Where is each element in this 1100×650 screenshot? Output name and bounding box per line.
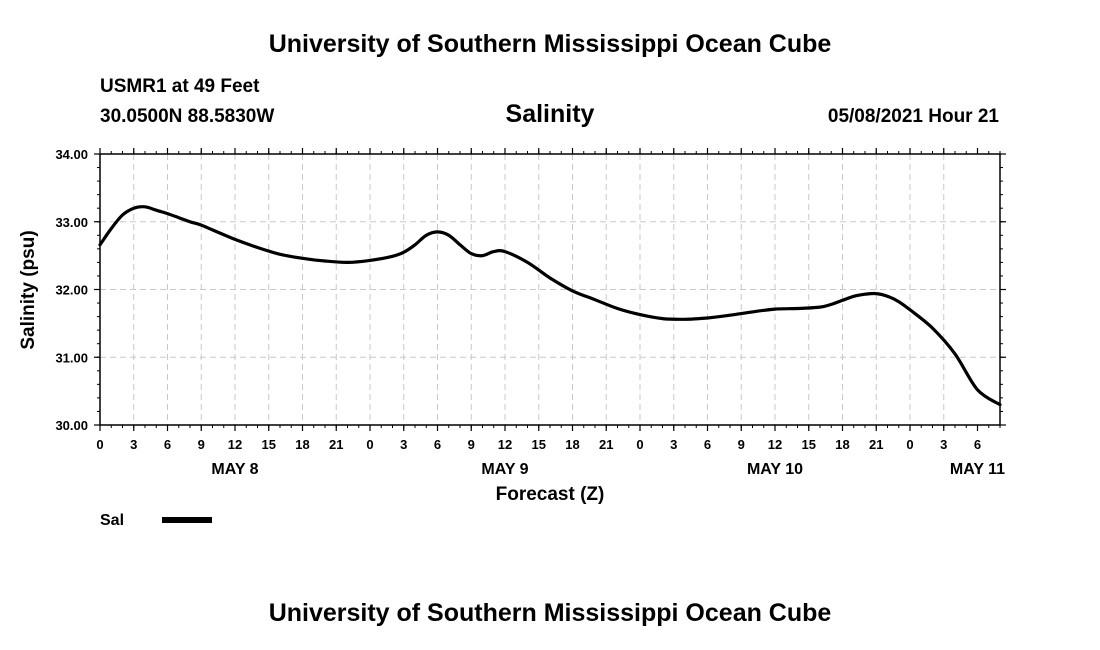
- x-tick-label: 15: [802, 437, 816, 452]
- x-tick-label: 9: [198, 437, 205, 452]
- x-tick-labels: 0 3 6 9 12 15 18 21 0 3 6 9 12 15 18 21 0 3 6 9 12 15 18 21 0 3 6: [96, 437, 981, 452]
- x-axis-label: Forecast (Z): [496, 484, 605, 505]
- x-tick-label: 0: [636, 437, 643, 452]
- axis-ticks: [94, 148, 1006, 431]
- x-tick-label: 18: [835, 437, 849, 452]
- y-tick-label: 32.00: [55, 283, 88, 298]
- x-tick-label: 0: [96, 437, 103, 452]
- x-tick-label: 3: [400, 437, 407, 452]
- footer-title: University of Southern Mississippi Ocean…: [268, 599, 832, 627]
- x-tick-label: 18: [565, 437, 579, 452]
- y-tick-labels: 30.00 31.00 32.00 33.00 34.00: [55, 147, 88, 433]
- coordinates-label: 30.0500N 88.5830W: [100, 106, 275, 127]
- y-axis-label: Salinity (psu): [18, 230, 39, 349]
- series-line-sal: [98, 205, 1002, 407]
- x-tick-label: 9: [738, 437, 745, 452]
- x-tick-label: 3: [940, 437, 947, 452]
- day-label: MAY 9: [481, 461, 528, 478]
- day-label: MAY 11: [950, 461, 1005, 478]
- x-tick-label: 9: [468, 437, 475, 452]
- forecast-datetime: 05/08/2021 Hour 21: [827, 106, 999, 127]
- day-label: MAY 8: [211, 461, 258, 478]
- x-tick-label: 0: [366, 437, 373, 452]
- x-tick-label: 6: [974, 437, 981, 452]
- y-tick-label: 30.00: [55, 418, 88, 433]
- x-tick-label: 12: [768, 437, 782, 452]
- x-tick-label: 12: [498, 437, 512, 452]
- x-tick-label: 6: [164, 437, 171, 452]
- day-label: MAY 10: [747, 461, 803, 478]
- x-tick-label: 6: [434, 437, 441, 452]
- x-tick-label: 15: [262, 437, 276, 452]
- page-title: University of Southern Mississippi Ocean…: [268, 30, 832, 58]
- x-tick-label: 12: [228, 437, 242, 452]
- x-tick-label: 21: [869, 437, 883, 452]
- x-tick-label: 15: [532, 437, 546, 452]
- y-tick-label: 34.00: [55, 147, 88, 162]
- y-tick-label: 31.00: [55, 350, 88, 365]
- legend-label: Sal: [100, 512, 124, 529]
- y-tick-label: 33.00: [55, 215, 88, 230]
- chart-title: Salinity: [505, 100, 595, 128]
- x-tick-label: 3: [670, 437, 677, 452]
- day-labels: MAY 8 MAY 9 MAY 10 MAY 11: [211, 461, 1005, 478]
- grid-lines: [100, 154, 1000, 425]
- x-tick-label: 21: [599, 437, 613, 452]
- x-tick-label: 18: [295, 437, 309, 452]
- station-label: USMR1 at 49 Feet: [100, 76, 260, 97]
- x-tick-label: 0: [906, 437, 913, 452]
- x-tick-label: 6: [704, 437, 711, 452]
- x-tick-label: 3: [130, 437, 137, 452]
- x-tick-label: 21: [329, 437, 343, 452]
